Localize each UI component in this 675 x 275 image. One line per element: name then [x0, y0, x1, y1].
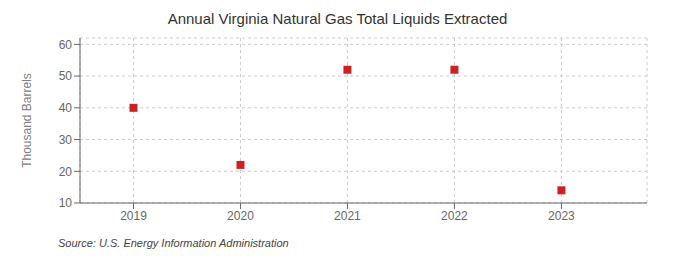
svg-text:2023: 2023	[548, 209, 575, 223]
svg-text:20: 20	[59, 165, 73, 179]
svg-text:Thousand Barrels: Thousand Barrels	[20, 73, 34, 168]
svg-text:50: 50	[59, 69, 73, 83]
html-text:Annual Virginia Natural Gas To: Annual Virginia Natural Gas Total Liquid…	[167, 10, 508, 27]
svg-text:2019: 2019	[120, 209, 147, 223]
svg-text:2021: 2021	[334, 209, 361, 223]
svg-text:2020: 2020	[227, 209, 254, 223]
svg-text:60: 60	[59, 38, 73, 52]
svg-text:2022: 2022	[441, 209, 468, 223]
html-text:Source: U.S. Energy Informatio: Source: U.S. Energy Information Administ…	[58, 237, 289, 249]
svg-text:30: 30	[59, 133, 73, 147]
svg-text:40: 40	[59, 101, 73, 115]
svg-text:10: 10	[59, 196, 73, 210]
